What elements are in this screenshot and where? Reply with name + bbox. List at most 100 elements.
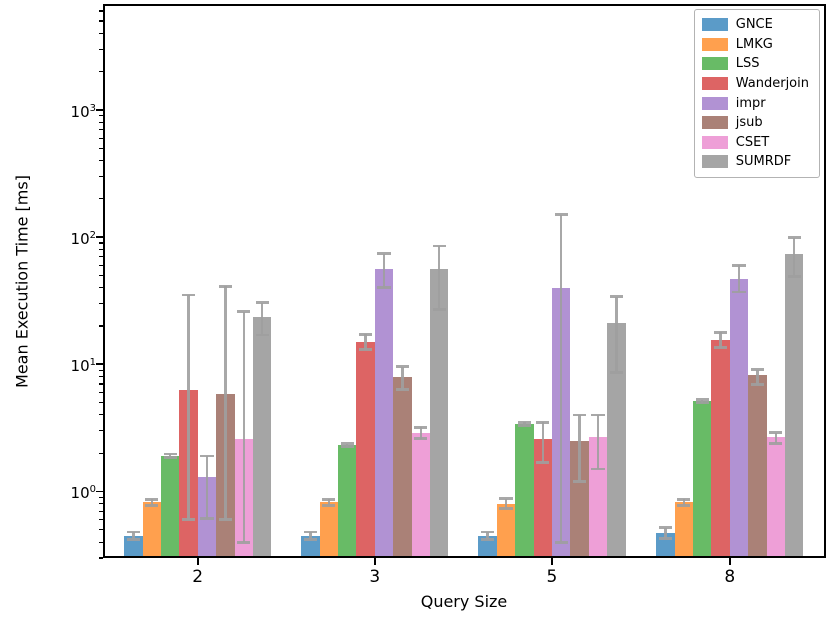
errorbar-cap-hi-impr-q2 [200, 454, 214, 458]
y-minor-tick [99, 452, 103, 454]
legend-patch-lss [701, 57, 728, 71]
legend-label-wanderjoin: Wanderjoin [735, 76, 809, 92]
errorbar-sumrdf-q5 [615, 296, 618, 373]
errorbar-cset-q2 [242, 311, 245, 543]
y-minor-tick [99, 10, 103, 12]
errorbar-cap-lo-wanderjoin-q3 [359, 348, 373, 352]
y-minor-tick [99, 248, 103, 250]
y-minor-tick [99, 137, 103, 139]
y-minor-tick [99, 256, 103, 258]
errorbar-lmkg-q3 [327, 499, 331, 506]
errorbar-cap-hi-gnce-q3 [303, 530, 318, 534]
errorbar-cap-hi-lmkg-q3 [322, 497, 336, 501]
errorbar-cap-hi-sumrdf-q8 [787, 236, 801, 240]
errorbar-impr-q8 [737, 265, 741, 292]
errorbar-cap-hi-lss-q3 [340, 442, 354, 445]
y-tick-label-10e0: 100 [70, 484, 96, 503]
y-minor-tick [99, 115, 103, 117]
y-tick-label-10e3: 103 [70, 102, 96, 121]
legend-patch-lmkg [701, 37, 728, 51]
x-tick-label-q5: 5 [546, 567, 558, 587]
errorbar-cap-lo-lmkg-q3 [322, 503, 336, 507]
errorbar-cap-lo-lmkg-q2 [145, 503, 159, 507]
bar-lss-q2 [160, 456, 180, 558]
errorbar-lss-q3 [346, 443, 349, 447]
errorbar-cap-lo-lmkg-q5 [499, 507, 513, 511]
errorbar-jsub-q3 [401, 366, 404, 390]
errorbar-cap-hi-jsub-q2 [218, 284, 232, 288]
errorbar-cap-hi-cset-q2 [237, 310, 251, 313]
legend-patch-wanderjoin [701, 77, 728, 91]
errorbar-cap-hi-wanderjoin-q8 [714, 331, 728, 334]
legend-item-sumrdf: SUMRDF [701, 152, 809, 172]
y-minor-tick [99, 503, 103, 505]
y-minor-tick [99, 242, 103, 244]
x-major-tick-q8 [728, 558, 731, 565]
y-minor-tick [99, 541, 103, 543]
errorbar-jsub-q5 [578, 414, 581, 482]
y-minor-tick [99, 147, 103, 149]
legend-label-sumrdf: SUMRDF [735, 154, 792, 170]
x-axis-label: Query Size [420, 592, 508, 611]
legend-patch-sumrdf [701, 155, 728, 169]
y-minor-tick [99, 383, 103, 385]
errorbar-cap-hi-sumrdf-q5 [609, 295, 623, 299]
errorbar-cap-hi-impr-q8 [732, 263, 746, 267]
errorbar-impr-q3 [382, 253, 386, 288]
legend-label-gnce: GNCE [735, 17, 773, 33]
legend-patch-gnce [701, 18, 728, 32]
errorbar-gnce-q3 [309, 532, 312, 540]
legend-item-cset: CSET [701, 133, 809, 153]
y-minor-tick [99, 401, 103, 404]
bar-gnce-q2 [124, 535, 143, 558]
y-minor-tick [99, 159, 103, 162]
errorbar-gnce-q5 [486, 532, 489, 540]
bar-lss-q8 [693, 401, 712, 558]
y-minor-tick [99, 71, 103, 73]
legend-patch-jsub [701, 116, 728, 130]
errorbar-wanderjoin-q2 [187, 295, 190, 520]
errorbar-lss-q2 [168, 454, 172, 458]
errorbar-cap-lo-impr-q3 [377, 286, 391, 290]
y-minor-tick [99, 175, 103, 177]
x-tick-label-q3: 3 [369, 567, 381, 587]
y-minor-tick [99, 128, 103, 131]
y-minor-tick [99, 303, 103, 305]
errorbar-lmkg-q8 [682, 499, 686, 506]
bar-lmkg-q8 [674, 502, 694, 558]
errorbar-cap-hi-gnce-q2 [126, 530, 140, 534]
legend-label-cset: CSET [735, 134, 770, 150]
plot-area [103, 4, 826, 558]
errorbar-cap-lo-impr-q5 [554, 540, 568, 544]
bar-sumrdf-q8 [785, 253, 804, 558]
errorbar-jsub-q2 [224, 286, 227, 520]
bar-impr-q8 [729, 278, 749, 558]
errorbar-cap-hi-wanderjoin-q5 [536, 420, 550, 424]
errorbar-gnce-q8 [664, 527, 667, 539]
x-major-tick-q2 [196, 558, 199, 565]
errorbar-cap-hi-jsub-q5 [572, 413, 587, 417]
y-minor-tick [99, 519, 103, 521]
errorbar-cap-lo-gnce-q8 [658, 536, 673, 540]
bar-wanderjoin-q3 [356, 341, 375, 558]
bar-gnce-q5 [478, 535, 497, 558]
errorbar-sumrdf-q8 [793, 237, 796, 277]
y-tick-label-10e1: 101 [70, 357, 96, 376]
y-minor-tick [99, 20, 103, 22]
errorbar-cap-lo-lss-q8 [695, 401, 709, 404]
y-minor-tick [99, 376, 103, 378]
errorbar-cap-lo-jsub-q3 [395, 388, 410, 392]
errorbar-wanderjoin-q8 [719, 332, 722, 348]
bar-gnce-q3 [301, 535, 320, 558]
errorbar-cap-lo-cset-q2 [237, 540, 251, 544]
y-minor-tick [99, 557, 103, 559]
errorbar-cap-lo-lss-q2 [163, 456, 177, 459]
errorbar-cap-hi-sumrdf-q3 [432, 244, 446, 248]
x-major-tick-q3 [373, 558, 376, 565]
bar-sumrdf-q3 [430, 269, 449, 558]
errorbar-cap-hi-gnce-q5 [480, 530, 495, 534]
errorbar-cap-hi-cset-q5 [591, 413, 605, 417]
errorbar-cap-lo-lmkg-q8 [677, 503, 691, 507]
y-minor-tick [99, 369, 103, 371]
